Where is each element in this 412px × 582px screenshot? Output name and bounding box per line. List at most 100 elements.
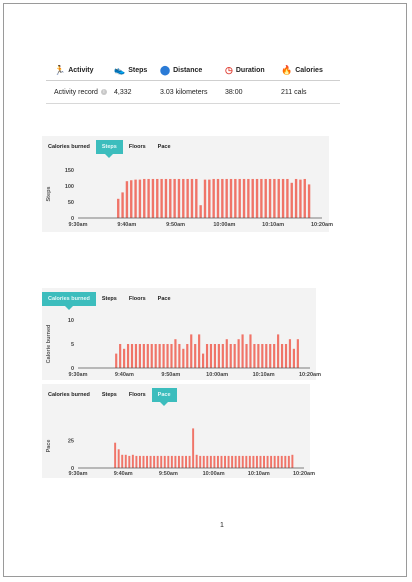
header-steps-label: Steps [128,66,148,74]
bar [119,344,122,368]
metric-tabs: Calories burned Steps Floors Pace [42,136,177,158]
calories-bar-chart: 10 5 0 Calorie burned 9:30am 9:40am 9:50am 10:0… [46,318,321,378]
bar [251,178,254,218]
tab-calories-burned[interactable]: Calories burned [42,292,96,310]
bar [202,455,205,468]
page-number: 1 [220,522,224,529]
bar [126,344,130,368]
bar [156,178,159,218]
bar [263,455,265,468]
bar [265,344,268,368]
bar [238,178,241,218]
bar [212,178,215,218]
bar [290,182,293,218]
metric-tabs: Calories burned Steps Floors Pace [42,384,177,406]
info-icon[interactable]: i [100,89,107,95]
bar [273,344,276,368]
bar [227,455,230,468]
bar [142,344,145,368]
y-tick-label: 5 [71,342,74,348]
x-tick-label: 9:50am [166,222,185,228]
tab-steps[interactable]: Steps [101,296,117,302]
bar [203,179,207,218]
bar [123,348,126,368]
bar [287,455,290,468]
bar [135,455,138,468]
y-tick-label: 100 [65,184,74,190]
header-calories: 🔥 Calories [281,64,340,75]
x-tick-label: 10:20am [311,222,333,228]
tab-pace[interactable]: Pace [157,144,171,150]
steps-bar-chart: 150 100 50 0 Steps 9:30am 9:40am 9:50am 10:00am 1… [46,168,333,228]
activity-table-header: 🏃 Activity 👟 Steps ⬤ Distance ◷ Duration… [46,60,340,81]
bar [221,344,224,368]
bar [225,178,228,218]
bar [216,455,219,468]
bar [198,334,201,368]
x-tick-label: 9:30am [69,222,88,228]
bar [213,455,216,468]
bar [260,178,263,218]
bar [245,455,248,468]
bar [255,455,258,468]
bar [115,353,118,368]
tab-calories-burned[interactable]: Calories burned [48,144,90,150]
tab-floors[interactable]: Floors [128,144,146,150]
bar [245,344,248,368]
header-activity: 🏃 Activity [46,65,114,75]
bar [231,455,234,468]
x-tick-label: 10:10am [262,222,284,228]
y-tick-label: 0 [71,366,74,372]
pace-bar-chart: 25 0 Pace 9:30am 9:40am 9:50am 10:00am 10:10am 1… [46,428,315,477]
bar [177,178,181,218]
bar [253,344,256,368]
activity-record-row: Activity record i 4,332 3.03 kilometers … [46,81,340,104]
bar [138,455,141,468]
tab-steps[interactable]: Steps [101,392,117,398]
bar [264,178,267,218]
header-duration: ◷ Duration [225,64,281,75]
x-tick-label: 10:20am [299,372,321,378]
bar [153,455,156,468]
tab-steps[interactable]: Steps [95,140,123,158]
tab-floors[interactable]: Floors [128,296,146,302]
bar [182,178,185,218]
bar [185,455,188,468]
bar [162,344,165,368]
bar [173,178,176,218]
x-tick-label: 10:20am [293,471,315,477]
bar [142,455,145,468]
bar [220,455,223,468]
tab-calories-burned[interactable]: Calories burned [48,392,90,398]
bar [270,455,273,468]
bar [147,178,150,218]
bar [150,344,153,368]
bar [269,344,272,368]
bar [277,178,280,218]
x-tick-label: 10:10am [253,372,275,378]
tab-pace[interactable]: Pace [151,388,177,406]
bar [234,178,237,218]
bar [233,344,236,368]
tab-floors[interactable]: Floors [128,392,146,398]
x-tick-label: 10:00am [213,222,235,228]
bar [125,181,129,218]
bar [192,428,195,468]
bar [190,178,194,218]
duration-value: 38:00 [225,88,243,96]
bar [121,454,124,468]
tab-pace[interactable]: Pace [157,296,171,302]
bar [273,455,276,468]
calories-chart-panel: Calories burned Steps Floors Pace 10 5 0 Ca… [42,288,321,380]
bar [294,178,298,218]
clock-icon: ◷ [225,64,233,75]
flame-icon: 🔥 [281,64,293,75]
bar [146,455,149,468]
bar [261,344,264,368]
y-tick-label: 10 [68,318,74,324]
x-tick-label: 9:50am [159,471,178,477]
bar [288,339,292,368]
bar [117,198,120,218]
bar [194,344,197,368]
bar [128,455,131,468]
